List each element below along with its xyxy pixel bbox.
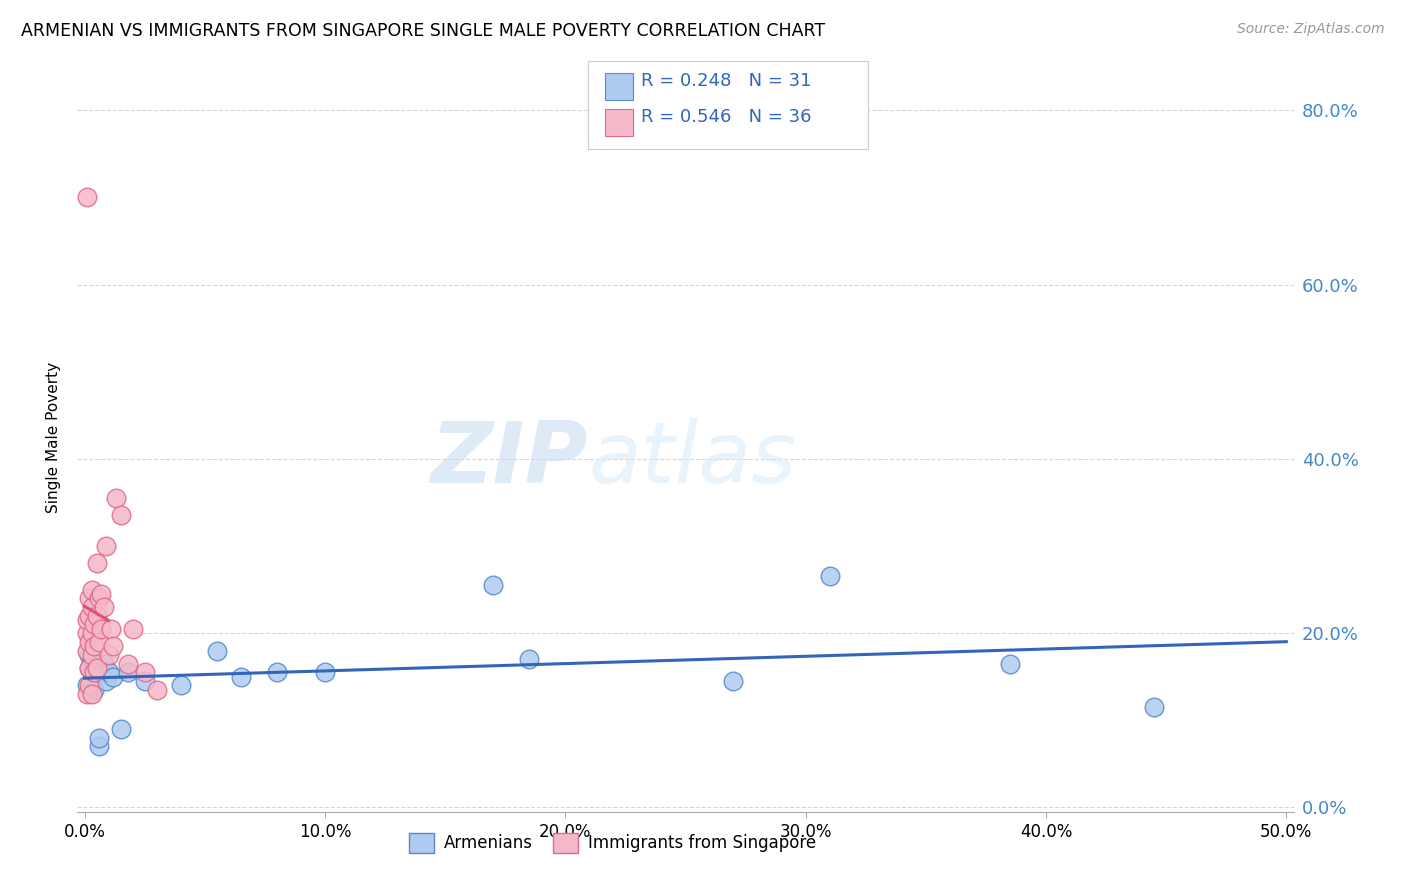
Text: Source: ZipAtlas.com: Source: ZipAtlas.com (1237, 22, 1385, 37)
Point (79, 608, 101, 623)
Point (134, 673, 156, 688)
Point (205, 643, 228, 657)
Point (229, 670, 252, 684)
Text: R = 0.248   N = 31: R = 0.248 N = 31 (641, 72, 811, 90)
Point (145, 682, 167, 697)
Point (80, 626, 103, 640)
Point (76, 678, 98, 692)
Point (80, 687, 103, 701)
Point (83, 665, 105, 680)
Legend: Armenians, Immigrants from Singapore: Armenians, Immigrants from Singapore (402, 826, 823, 860)
Point (76, 687, 98, 701)
Point (117, 665, 139, 680)
Point (83, 682, 105, 697)
Point (314, 665, 336, 680)
Point (104, 491, 127, 505)
Point (90, 665, 112, 680)
Point (76, 626, 98, 640)
Point (80, 582, 103, 597)
Point (103, 670, 125, 684)
Point (100, 622, 122, 636)
Point (998, 657, 1021, 671)
Point (87, 739, 110, 754)
Point (83, 639, 105, 653)
Point (79, 591, 101, 606)
Point (121, 622, 143, 636)
Point (134, 665, 156, 680)
Point (83, 617, 105, 632)
Point (86, 661, 108, 675)
Point (79, 648, 101, 662)
Point (87, 635, 110, 649)
Y-axis label: Single Male Poverty: Single Male Poverty (46, 361, 62, 513)
Point (80, 599, 103, 614)
Text: atlas: atlas (588, 418, 796, 501)
Point (266, 665, 288, 680)
Point (170, 678, 193, 692)
Point (79, 661, 101, 675)
Point (79, 661, 101, 675)
Point (83, 665, 105, 680)
Point (97, 648, 120, 662)
Point (79, 635, 101, 649)
Point (76, 643, 98, 657)
Point (86, 557, 108, 571)
Point (93, 657, 115, 671)
Text: R = 0.546   N = 36: R = 0.546 N = 36 (641, 108, 811, 126)
Point (1143, 700, 1166, 714)
Point (96, 673, 118, 688)
Point (80, 665, 103, 680)
Point (86, 608, 108, 623)
Point (87, 731, 110, 745)
Point (80, 648, 103, 662)
Point (76, 190, 98, 204)
Text: ZIP: ZIP (430, 418, 588, 501)
Point (93, 599, 115, 614)
Point (76, 613, 98, 627)
Point (90, 587, 112, 601)
Point (818, 569, 841, 583)
Point (90, 622, 112, 636)
Point (86, 657, 108, 671)
Point (482, 578, 505, 592)
Point (97, 665, 120, 680)
Point (117, 657, 139, 671)
Point (110, 722, 132, 736)
Point (80, 652, 103, 666)
Point (723, 673, 745, 688)
Point (83, 652, 105, 666)
Point (87, 591, 110, 606)
Text: ARMENIAN VS IMMIGRANTS FROM SINGAPORE SINGLE MALE POVERTY CORRELATION CHART: ARMENIAN VS IMMIGRANTS FROM SINGAPORE SI… (21, 22, 825, 40)
Point (86, 665, 108, 680)
Point (517, 652, 540, 666)
Point (103, 639, 125, 653)
Point (110, 508, 132, 523)
Point (79, 678, 101, 692)
Point (96, 539, 118, 553)
